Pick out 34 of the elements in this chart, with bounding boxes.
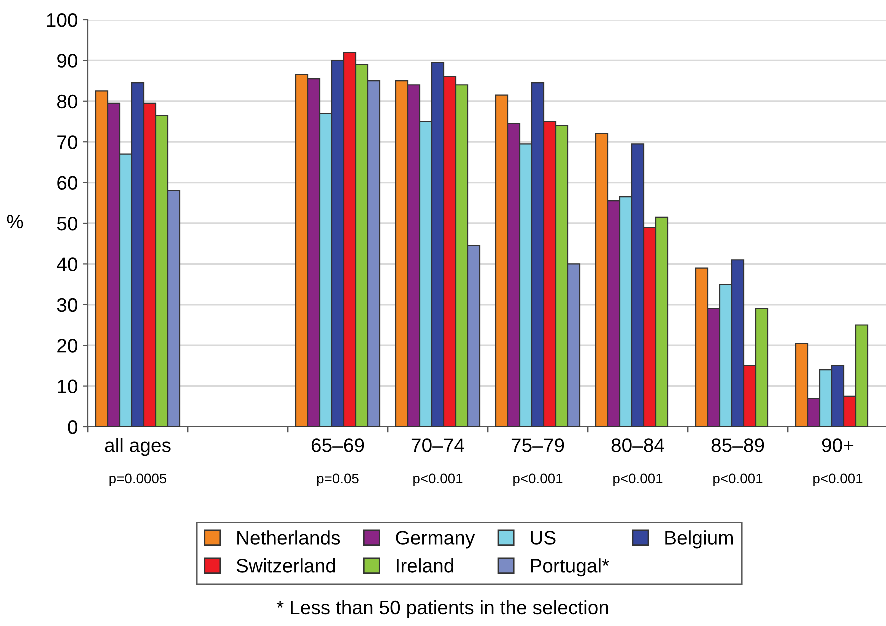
text: * Less than 50 patients in the selection	[276, 600, 608, 618]
legend-label: Germany	[396, 531, 476, 549]
text: p<0.001	[514, 474, 563, 486]
y-tick-label: 20	[58, 339, 78, 353]
legend-label: Ireland	[397, 558, 454, 573]
x-tick-label: all ages	[105, 438, 171, 456]
text: p<0.001	[614, 474, 663, 486]
y-tick-label: 90	[58, 54, 78, 68]
y-axis-title: %	[7, 215, 24, 229]
legend-label: Switzerland	[236, 558, 336, 573]
x-tick-label: 65–69	[312, 438, 364, 452]
legend-label: Netherlands	[238, 530, 340, 545]
y-tick-label: 70	[58, 136, 78, 150]
x-tick-label: 80–84	[612, 438, 664, 452]
x-tick-label: 75–79	[512, 438, 564, 452]
text: p<0.001	[414, 474, 463, 486]
y-tick-label: 0	[68, 420, 78, 434]
text: p=0.0005	[110, 474, 167, 486]
x-tick-label: 70–74	[412, 438, 464, 452]
x-tick-label: 85–89	[712, 438, 764, 452]
y-tick-label: 60	[58, 176, 78, 190]
y-tick-label: 50	[57, 216, 78, 231]
text: p<0.001	[714, 474, 763, 486]
y-tick-label: 40	[57, 258, 78, 272]
text: p<0.001	[814, 474, 863, 486]
legend-label: US	[531, 531, 556, 545]
y-tick-label: 100	[47, 13, 78, 28]
y-tick-label: 80	[57, 94, 78, 109]
legend-label: Portugal*	[531, 558, 610, 577]
y-tick-label: 10	[58, 380, 78, 394]
y-tick-label: 30	[57, 298, 78, 312]
legend-label: Belgium	[666, 530, 734, 549]
x-tick-label: 90+	[822, 438, 854, 452]
text: p=0.05	[317, 474, 359, 486]
